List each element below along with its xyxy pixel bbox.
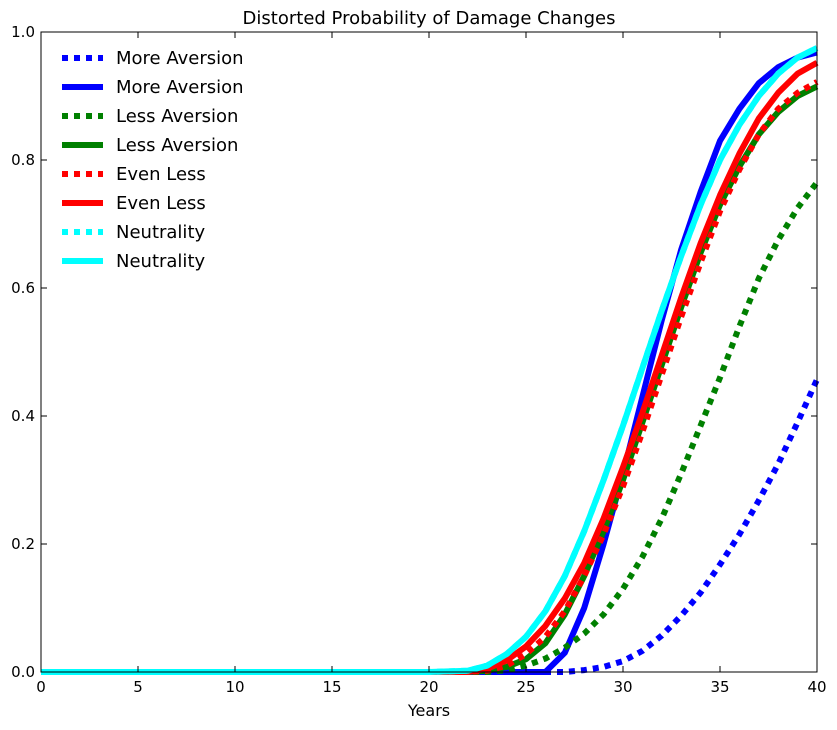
series-line-6-solid xyxy=(41,60,819,675)
series-line-5-dotted xyxy=(41,79,819,675)
legend-label: Even Less xyxy=(116,193,206,214)
x-tick-label: 35 xyxy=(710,678,729,696)
legend-label: Neutrality xyxy=(116,222,205,243)
y-tick-label: 0.2 xyxy=(11,535,35,553)
legend-label: Neutrality xyxy=(116,251,205,272)
y-tick-label: 0.8 xyxy=(11,151,35,169)
y-tick-label: 1.0 xyxy=(11,23,35,41)
y-tick-label: 0.6 xyxy=(11,279,35,297)
x-tick-label: 15 xyxy=(322,678,341,696)
x-tick-label: 5 xyxy=(133,678,143,696)
legend-label: Less Aversion xyxy=(116,135,238,156)
legend-label: More Aversion xyxy=(116,48,244,69)
ticks-layer: 0 5 10 15 20 25 30 35 40 0.0 0.2 0.4 0.6 0.8 1.0 xyxy=(11,23,826,696)
x-tick-label: 0 xyxy=(36,678,46,696)
legend-label: Even Less xyxy=(116,164,206,185)
legend: More Aversion More Aversion Less Aversion L… xyxy=(62,48,244,272)
series-line-8-solid xyxy=(41,45,819,675)
x-tick-label: 40 xyxy=(807,678,826,696)
series-line-4-solid xyxy=(41,83,819,675)
plot-frame xyxy=(40,31,818,673)
series-line-1-dotted xyxy=(41,378,820,675)
y-tick-label: 0.0 xyxy=(11,663,35,681)
legend-label: More Aversion xyxy=(116,77,244,98)
legend-label: Less Aversion xyxy=(116,106,238,127)
x-tick-label: 20 xyxy=(419,678,438,696)
y-tick-label: 0.4 xyxy=(11,407,35,425)
x-tick-label: 25 xyxy=(516,678,535,696)
x-axis-label: Years xyxy=(407,701,450,720)
series-layer xyxy=(41,45,820,675)
x-tick-label: 30 xyxy=(613,678,632,696)
x-tick-label: 10 xyxy=(225,678,244,696)
chart-title: Distorted Probability of Damage Changes xyxy=(243,8,616,29)
